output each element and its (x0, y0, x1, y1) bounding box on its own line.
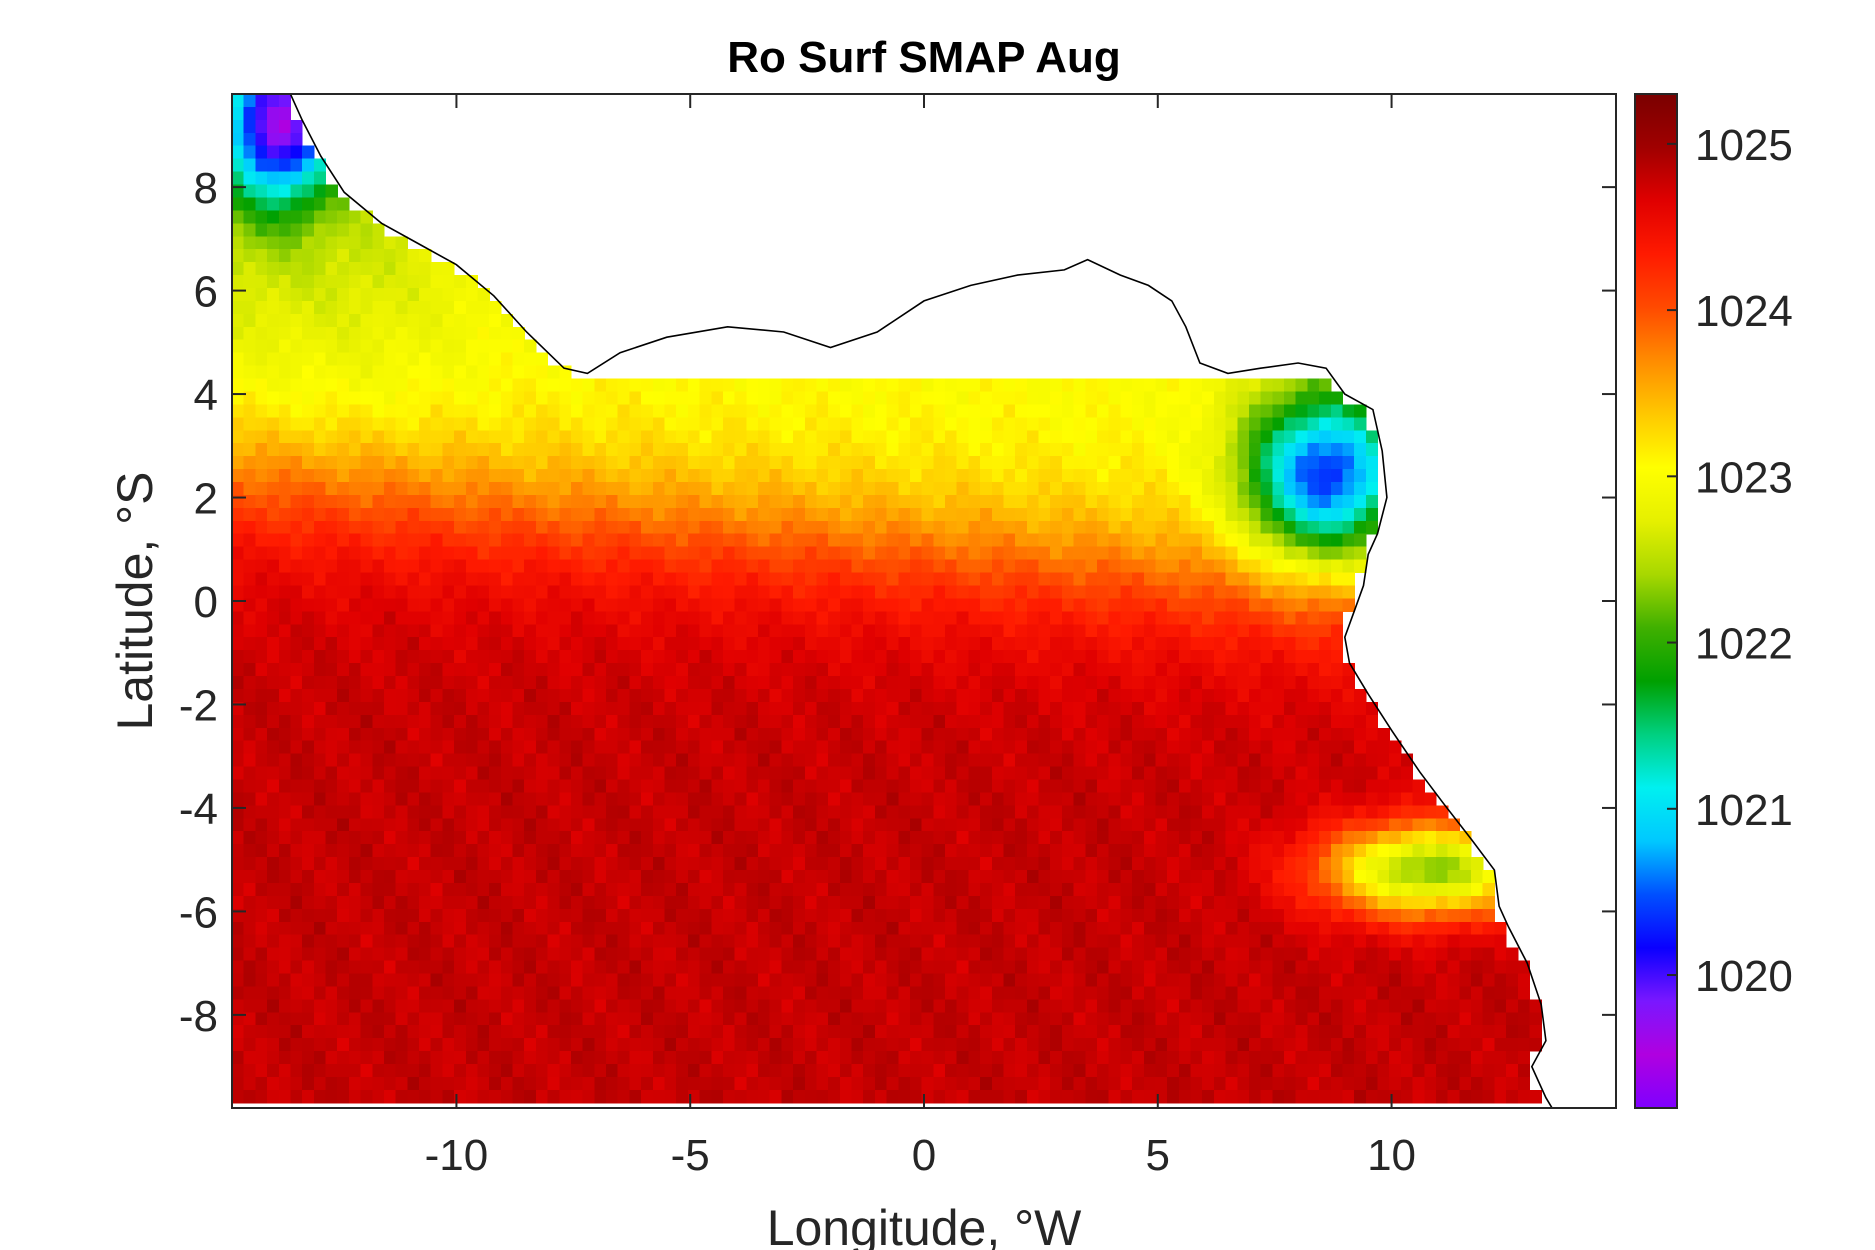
colorbar-tick-label: 1020 (1695, 952, 1793, 1001)
y-axis: 8 6 4 2 0 -2 -4 -6 -8 (179, 164, 1616, 1041)
colorbar-tick-label: 1022 (1695, 620, 1793, 669)
coastline (289, 94, 1554, 1108)
colorbar-tick-label: 1023 (1695, 453, 1793, 502)
y-tick-label: 6 (194, 268, 218, 317)
colorbar-tick-label: 1024 (1695, 287, 1793, 336)
y-tick-label: 0 (194, 578, 218, 627)
y-tick-label: -2 (179, 681, 218, 730)
x-tick-label: -10 (425, 1131, 489, 1180)
colorbar-axis: 1025 1024 1023 1022 1021 1020 (1667, 121, 1793, 1001)
y-tick-label: 8 (194, 164, 218, 213)
y-tick-label: -4 (179, 785, 218, 834)
x-axis: -10 -5 0 5 10 (425, 94, 1416, 1180)
colorbar-tick-label: 1025 (1695, 121, 1793, 170)
y-tick-label: -6 (179, 888, 218, 937)
heatmap-field (232, 94, 1542, 1104)
chart-title: Ro Surf SMAP Aug (727, 33, 1121, 82)
y-tick-label: 4 (194, 371, 218, 420)
x-tick-label: 5 (1146, 1131, 1170, 1180)
x-tick-label: 10 (1367, 1131, 1416, 1180)
x-axis-label: Longitude, °W (767, 1200, 1082, 1250)
y-tick-label: 2 (194, 475, 218, 524)
x-tick-label: -5 (671, 1131, 710, 1180)
y-tick-label: -8 (179, 992, 218, 1041)
y-axis-label: Latitude, °S (107, 471, 163, 730)
colorbar (1634, 93, 1678, 1109)
colorbar-tick-label: 1021 (1695, 786, 1793, 835)
x-tick-label: 0 (912, 1131, 936, 1180)
